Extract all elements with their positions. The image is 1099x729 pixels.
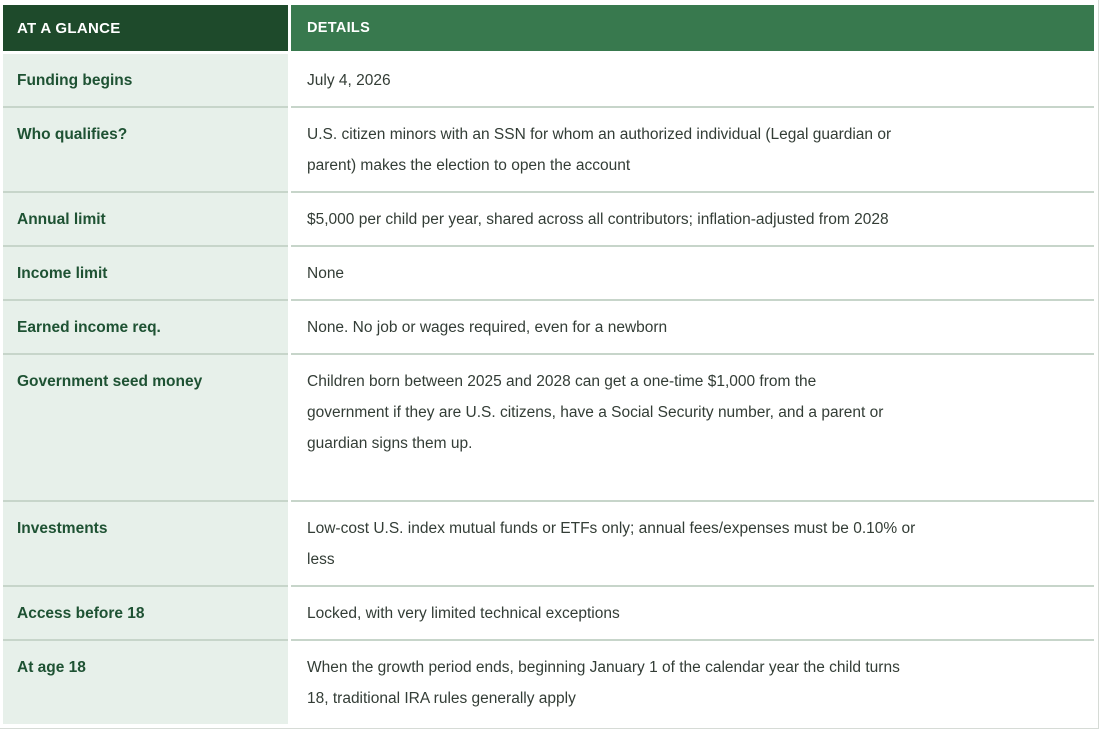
row-detail: Locked, with very limited technical exce…: [291, 585, 1094, 639]
row-label: Government seed money: [3, 353, 288, 500]
table-body: Funding begins July 4, 2026 Who qualifie…: [3, 54, 1094, 724]
table-row: Access before 18 Locked, with very limit…: [3, 585, 1094, 639]
at-a-glance-table: AT A GLANCE DETAILS Funding begins July …: [3, 5, 1094, 724]
row-detail: $5,000 per child per year, shared across…: [291, 191, 1094, 245]
row-detail: U.S. citizen minors with an SSN for whom…: [291, 106, 1094, 191]
row-label: At age 18: [3, 639, 288, 724]
table-header-row: AT A GLANCE DETAILS: [3, 5, 1094, 51]
row-detail: When the growth period ends, beginning J…: [291, 639, 1094, 724]
row-label: Income limit: [3, 245, 288, 299]
table-row: Who qualifies? U.S. citizen minors with …: [3, 106, 1094, 191]
row-detail: Low-cost U.S. index mutual funds or ETFs…: [291, 500, 1094, 585]
table-row: Government seed money Children born betw…: [3, 353, 1094, 500]
table-row: Earned income req. None. No job or wages…: [3, 299, 1094, 353]
row-label: Who qualifies?: [3, 106, 288, 191]
table-row: Funding begins July 4, 2026: [3, 54, 1094, 106]
row-label: Access before 18: [3, 585, 288, 639]
table-row: Income limit None: [3, 245, 1094, 299]
row-detail: Children born between 2025 and 2028 can …: [291, 353, 1094, 500]
row-detail: None: [291, 245, 1094, 299]
table-row: Investments Low-cost U.S. index mutual f…: [3, 500, 1094, 585]
table-row: At age 18 When the growth period ends, b…: [3, 639, 1094, 724]
row-detail: July 4, 2026: [291, 54, 1094, 106]
row-detail: None. No job or wages required, even for…: [291, 299, 1094, 353]
row-label: Investments: [3, 500, 288, 585]
row-label: Earned income req.: [3, 299, 288, 353]
header-details: DETAILS: [291, 5, 1094, 51]
row-label: Annual limit: [3, 191, 288, 245]
row-label: Funding begins: [3, 54, 288, 106]
header-at-a-glance: AT A GLANCE: [3, 5, 288, 51]
table-row: Annual limit $5,000 per child per year, …: [3, 191, 1094, 245]
